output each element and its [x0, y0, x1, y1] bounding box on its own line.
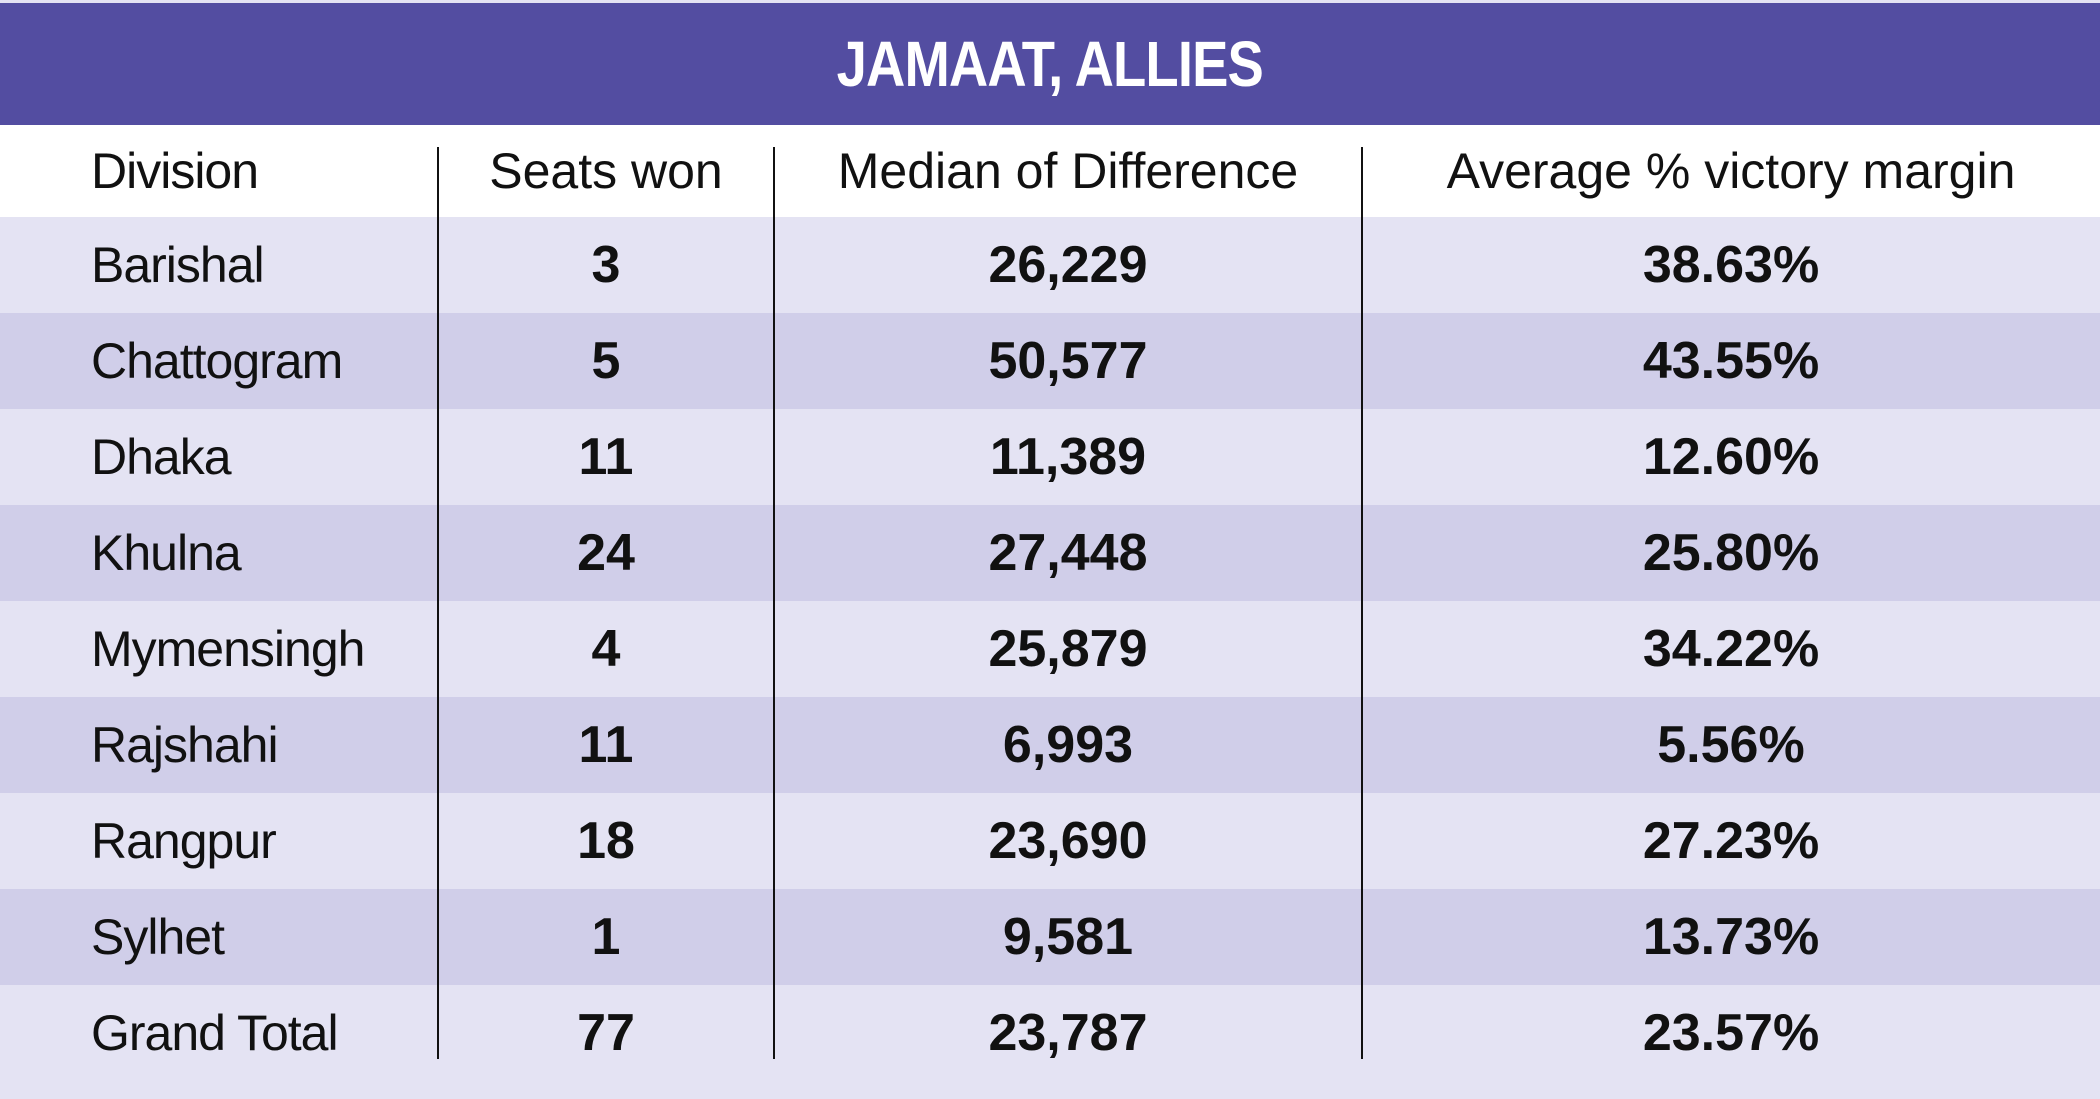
- average-margin-cell: 23.57%: [1642, 1004, 1820, 1062]
- division-cell: Barishal: [91, 237, 265, 293]
- table-header-row: Division Seats won Median of Difference …: [0, 125, 2100, 217]
- table-row: Chattogram 5 50,577 43.55%: [0, 313, 2100, 409]
- seats-cell: 24: [577, 524, 635, 582]
- median-cell: 9,581: [1002, 908, 1134, 966]
- median-cell: 50,577: [988, 332, 1148, 390]
- table-title-banner: JAMAAT, ALLIES: [0, 3, 2100, 125]
- column-header-division: Division: [91, 143, 259, 199]
- seats-cell: 1: [591, 908, 621, 966]
- median-cell: 23,690: [988, 812, 1148, 870]
- average-margin-cell: 43.55%: [1642, 332, 1820, 390]
- seats-cell: 5: [591, 332, 621, 390]
- results-table: Division Seats won Median of Difference …: [0, 125, 2100, 1081]
- division-cell: Grand Total: [91, 1005, 339, 1061]
- column-divider: [773, 147, 775, 1059]
- table-title: JAMAAT, ALLIES: [836, 28, 1264, 100]
- average-margin-cell: 34.22%: [1642, 620, 1820, 678]
- average-margin-cell: 25.80%: [1642, 524, 1820, 582]
- column-divider: [437, 147, 439, 1059]
- average-margin-cell: 38.63%: [1642, 236, 1820, 294]
- division-cell: Rajshahi: [91, 717, 279, 773]
- table-row: Mymensingh 4 25,879 34.22%: [0, 601, 2100, 697]
- seats-cell: 11: [578, 428, 634, 486]
- table-row: Sylhet 1 9,581 13.73%: [0, 889, 2100, 985]
- median-cell: 25,879: [988, 620, 1148, 678]
- column-header-seats: Seats won: [489, 143, 723, 199]
- median-cell: 6,993: [1002, 716, 1134, 774]
- average-margin-cell: 27.23%: [1642, 812, 1820, 870]
- division-cell: Chattogram: [91, 333, 343, 389]
- average-margin-cell: 12.60%: [1642, 428, 1820, 486]
- seats-cell: 4: [591, 620, 621, 678]
- seats-cell: 77: [577, 1004, 635, 1062]
- table-row: Barishal 3 26,229 38.63%: [0, 217, 2100, 313]
- seats-cell: 18: [577, 812, 635, 870]
- division-cell: Khulna: [91, 525, 242, 581]
- table-row: Khulna 24 27,448 25.80%: [0, 505, 2100, 601]
- table-row: Dhaka 11 11,389 12.60%: [0, 409, 2100, 505]
- table-row: Rangpur 18 23,690 27.23%: [0, 793, 2100, 889]
- division-cell: Sylhet: [91, 909, 225, 965]
- average-margin-cell: 13.73%: [1642, 908, 1820, 966]
- seats-cell: 11: [578, 716, 634, 774]
- division-cell: Rangpur: [91, 813, 277, 869]
- median-cell: 26,229: [988, 236, 1148, 294]
- median-cell: 27,448: [988, 524, 1148, 582]
- column-header-median: Median of Difference: [837, 143, 1299, 199]
- median-cell: 11,389: [989, 428, 1147, 486]
- table-row: Rajshahi 11 6,993 5.56%: [0, 697, 2100, 793]
- median-cell: 23,787: [988, 1004, 1148, 1062]
- table-row: Grand Total 77 23,787 23.57%: [0, 985, 2100, 1081]
- division-cell: Mymensingh: [91, 621, 365, 677]
- column-divider: [1361, 147, 1363, 1059]
- seats-cell: 3: [591, 236, 621, 294]
- column-header-average: Average % victory margin: [1446, 143, 2016, 199]
- division-cell: Dhaka: [91, 429, 232, 485]
- average-margin-cell: 5.56%: [1657, 716, 1805, 774]
